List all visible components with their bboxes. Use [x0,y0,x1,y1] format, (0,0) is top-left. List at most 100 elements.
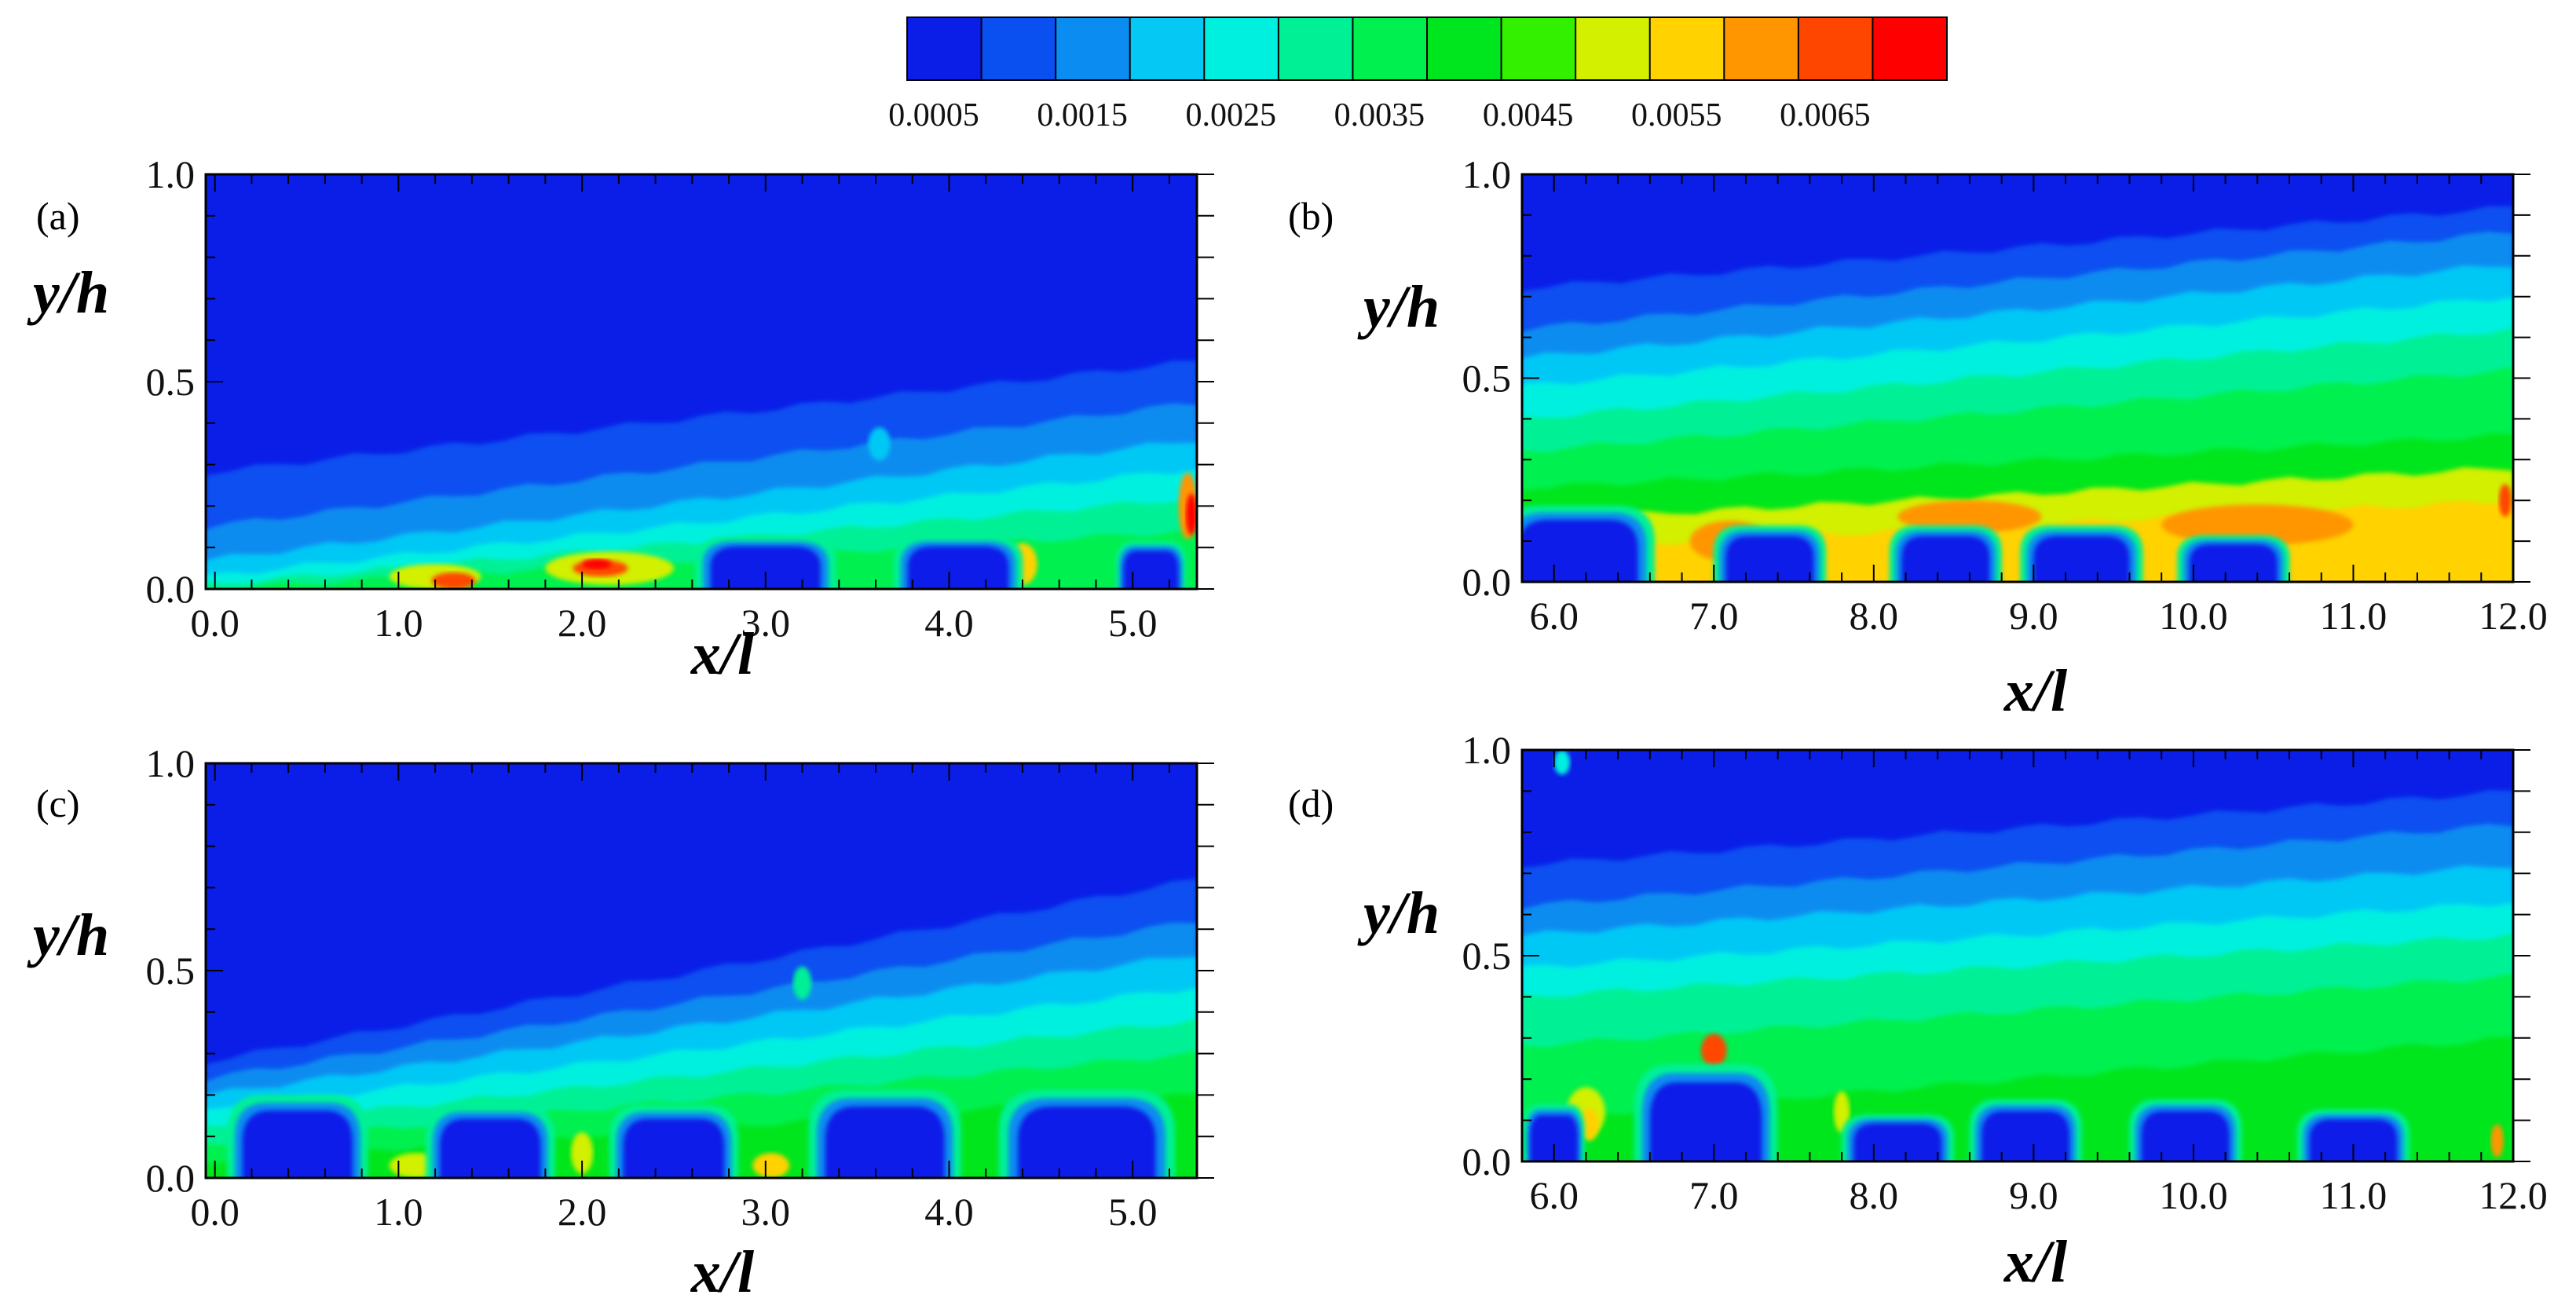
contour-lobe [2189,544,2278,582]
contour-plot-a [206,174,1197,589]
x-tick-label: 0.0 [190,1190,240,1234]
colorbar-tick-label: 0.0005 [888,97,979,133]
contour-lobe [710,546,821,589]
contour-lobe [1018,1106,1156,1178]
x-tick-label: 4.0 [924,601,974,645]
x-tick-label: 12.0 [2479,594,2548,638]
x-axis-title-a: x/l [690,621,754,687]
contour-blob [1700,1033,1727,1067]
y-tick-label: 0.0 [146,567,196,611]
contour-lobe [1530,1115,1579,1161]
contour-plot-c [206,763,1197,1178]
contour-blob [868,427,891,461]
x-tick-label: 0.0 [190,601,240,645]
x-tick-label: 1.0 [374,601,423,645]
x-tick-label: 11.0 [2320,594,2388,638]
y-tick-label: 0.0 [1462,1139,1512,1183]
panel-label-b: (b) [1288,194,1334,238]
contour-blob [752,1153,790,1178]
x-tick-label: 7.0 [1689,594,1739,638]
panel-d: 6.0 7.0 8.0 9.0 10.0 11.0 12.0 0.0 0.5 1.0 (d) y/… [1288,728,2548,1295]
colorbar-tick-label: 0.0025 [1186,97,1277,133]
x-tick-label: 1.0 [374,1190,423,1234]
x-tick-label: 5.0 [1108,1190,1158,1234]
y-tick-label: 0.5 [1462,357,1512,400]
ticks-a: 0.0 1.0 2.0 3.0 4.0 5.0 0.0 0.5 1.0 [146,152,1214,645]
y-tick-label: 0.5 [146,360,196,404]
colorbar [906,16,1948,81]
x-axis-title-d: x/l [2003,1229,2067,1295]
x-tick-label: 6.0 [1529,1173,1579,1217]
colorbar-swatch [1129,17,1205,80]
contour-blob [2490,1124,2504,1158]
contour-plot-d [1522,750,2513,1161]
x-tick-label: 2.0 [558,1190,607,1234]
contour-lobe [1981,1110,2070,1161]
contour-lobe [1853,1123,1942,1161]
colorbar-swatch [1427,17,1502,80]
colorbar-swatch [1724,17,1799,80]
ticks-d: 6.0 7.0 8.0 9.0 10.0 11.0 12.0 0.0 0.5 1.0 [1462,728,2548,1217]
panel-a: 0.0 1.0 2.0 3.0 4.0 5.0 0.0 0.5 1.0 (a) y/h x/l [27,152,1214,687]
colorbar-swatch [1649,17,1725,80]
contour-lobe [1522,519,1638,582]
colorbar-tick-label: 0.0055 [1631,97,1722,133]
contour-lobe [1901,536,1990,582]
colorbar-swatch [981,17,1056,80]
colorbar-tick-label: 0.0035 [1334,97,1425,133]
x-axis-title-c: x/l [690,1239,754,1305]
x-tick-label: 3.0 [741,601,791,645]
contour-blob [1185,493,1197,536]
ticks-b: 6.0 7.0 8.0 9.0 10.0 11.0 12.0 0.0 0.5 1.0 [1462,152,2548,638]
x-tick-label: 10.0 [2159,1173,2228,1217]
contour-lobe [2309,1119,2398,1161]
y-tick-label: 0.0 [146,1156,196,1200]
y-tick-label: 1.0 [146,152,196,196]
contour-lobe [439,1118,541,1178]
contour-blob [2498,484,2512,517]
colorbar-swatch [1872,17,1948,80]
colorbar-frame [906,16,1948,81]
x-tick-label: 5.0 [1108,601,1158,645]
x-tick-label: 4.0 [924,1190,974,1234]
x-tick-label: 9.0 [2009,594,2058,638]
x-tick-label: 6.0 [1529,594,1579,638]
colorbar-tick-label: 0.0015 [1037,97,1128,133]
contour-lobe [623,1118,725,1178]
ticks-c: 0.0 1.0 2.0 3.0 4.0 5.0 0.0 0.5 1.0 [146,741,1214,1234]
contour-blob [571,1132,594,1174]
y-tick-label: 1.0 [1462,728,1512,772]
contour-blob [1553,750,1571,775]
panel-label-a: (a) [36,194,80,238]
colorbar-tick-label: 0.0045 [1483,97,1574,133]
colorbar-swatch [1575,17,1651,80]
contour-lobe [242,1110,353,1178]
contour-lobe [825,1106,945,1178]
y-axis-title-b: y/h [1357,274,1440,340]
y-tick-label: 0.5 [1462,934,1512,978]
contour-lobe [1725,536,1814,582]
contour-blob [2161,504,2354,546]
y-tick-label: 1.0 [146,741,196,785]
y-axis-title-c: y/h [27,902,109,968]
x-axis-title-b: x/l [2003,658,2067,724]
y-tick-label: 0.0 [1462,560,1512,604]
x-tick-label: 2.0 [558,601,607,645]
contour-blob [431,572,476,589]
colorbar-tick-label: 0.0065 [1780,97,1871,133]
contour-lobe [907,546,1009,589]
x-tick-label: 11.0 [2320,1173,2388,1217]
contour-blob [792,966,812,1000]
colorbar-swatch [1798,17,1873,80]
x-tick-label: 3.0 [741,1190,791,1234]
colorbar-swatch [1501,17,1576,80]
panel-b: 6.0 7.0 8.0 9.0 10.0 11.0 12.0 0.0 0.5 1.0 (b) y/… [1288,152,2548,724]
x-tick-label: 7.0 [1689,1173,1739,1217]
contour-plot-b [1522,174,2513,582]
contour-lobe [2141,1110,2230,1161]
x-tick-label: 12.0 [2479,1173,2548,1217]
contour-blob [582,558,612,569]
panel-label-c: (c) [36,781,80,825]
colorbar-swatch [1204,17,1279,80]
